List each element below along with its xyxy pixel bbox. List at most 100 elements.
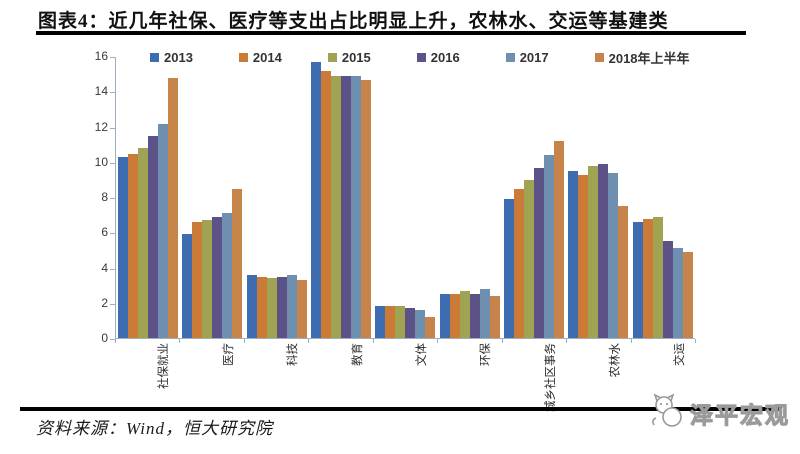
legend-swatch <box>594 53 604 62</box>
bar-2013-文体 <box>375 306 386 338</box>
bar-2015-城乡社区事务 <box>524 179 535 338</box>
legend-label: 2017 <box>519 50 549 65</box>
plot-area <box>115 57 695 339</box>
bar-2016-教育 <box>341 76 352 338</box>
legend-swatch <box>327 53 337 62</box>
y-tick-label: 6 <box>101 225 108 240</box>
bar-2017-医疗 <box>222 213 233 338</box>
y-tick-mark <box>110 162 115 164</box>
x-category-label: 城乡社区事务 <box>544 343 557 412</box>
bar-2017-教育 <box>351 76 362 338</box>
chart-legend: 2013 2014 2015 2016 2017 2018年上半年 <box>150 48 690 67</box>
bar-2014-环保 <box>449 294 460 338</box>
y-tick-mark <box>110 127 115 129</box>
y-tick-label: 16 <box>94 49 108 63</box>
bar-2018年上半年-科技 <box>296 280 307 338</box>
legend-item-2014: 2014 <box>238 50 282 65</box>
bar-group-医疗 <box>180 57 244 338</box>
bar-2017-城乡社区事务 <box>544 155 555 338</box>
x-tick-mark <box>115 339 116 343</box>
bar-2018年上半年-农林水 <box>618 206 629 338</box>
legend-item-2013: 2013 <box>150 50 193 65</box>
x-tick-mark <box>501 339 503 343</box>
x-tick-mark <box>179 339 181 343</box>
bar-2018年上半年-城乡社区事务 <box>554 141 565 338</box>
bar-2013-教育 <box>311 62 322 338</box>
x-tick-mark <box>630 339 632 343</box>
legend-label: 2014 <box>252 50 282 65</box>
bar-2014-文体 <box>385 306 396 338</box>
x-category-label: 医疗 <box>222 343 235 366</box>
bar-2014-医疗 <box>192 222 203 338</box>
bar-2013-农林水 <box>568 171 579 338</box>
cat-bubble-icon <box>648 390 688 435</box>
bar-2013-环保 <box>439 294 450 338</box>
y-tick-label: 0 <box>101 331 108 345</box>
logo-text: 泽平宏观 <box>690 401 790 428</box>
x-tick-mark <box>437 339 439 343</box>
bar-group-农林水 <box>566 57 630 338</box>
y-tick-mark <box>110 233 115 235</box>
bar-2014-农林水 <box>578 174 589 338</box>
bar-2013-医疗 <box>182 234 193 338</box>
bar-2017-交运 <box>672 248 683 338</box>
bar-2016-社保就业 <box>148 136 159 338</box>
bar-group-教育 <box>309 57 373 338</box>
bar-2016-文体 <box>405 308 416 338</box>
bar-2014-交运 <box>642 218 653 338</box>
bar-group-城乡社区事务 <box>502 57 566 338</box>
bar-2015-社保就业 <box>138 148 149 338</box>
y-tick-label: 4 <box>101 260 108 275</box>
bar-2015-环保 <box>459 290 470 338</box>
bar-2016-医疗 <box>212 216 223 338</box>
bar-2014-城乡社区事务 <box>514 188 525 338</box>
legend-label: 2015 <box>341 50 371 65</box>
legend-swatch <box>505 53 515 62</box>
bar-2013-科技 <box>246 274 257 338</box>
legend-swatch <box>150 53 159 62</box>
bar-2018年上半年-交运 <box>682 251 693 338</box>
y-tick-mark <box>110 198 115 199</box>
bar-2017-社保就业 <box>158 123 169 338</box>
x-category-label: 科技 <box>287 343 300 366</box>
bar-2017-环保 <box>479 288 490 338</box>
bar-group-交运 <box>631 57 695 338</box>
bar-2015-农林水 <box>588 165 599 338</box>
legend-label: 2016 <box>430 50 460 65</box>
bar-group-社保就业 <box>116 57 180 338</box>
bar-2013-社保就业 <box>118 157 129 338</box>
x-tick-mark <box>695 339 696 343</box>
bar-2013-城乡社区事务 <box>504 199 515 338</box>
x-tick-mark <box>566 339 568 343</box>
bar-2015-教育 <box>331 76 342 338</box>
x-category-label: 社保就业 <box>158 343 171 389</box>
x-category-label: 文体 <box>416 343 428 366</box>
bar-2018年上半年-环保 <box>489 295 500 338</box>
legend-swatch <box>238 53 248 62</box>
bar-2018年上半年-教育 <box>361 79 372 338</box>
bar-chart: 2013 2014 2015 2016 2017 2018年上半年 0 2 4 6 8 10 12 14… <box>0 38 800 412</box>
bar-2015-科技 <box>266 278 277 338</box>
figure-title: 图表4：近几年社保、医疗等支出占比明显上升，农林水、交运等基建类 <box>38 11 669 32</box>
y-tick-label: 2 <box>101 295 108 310</box>
x-category-label: 交运 <box>673 343 686 366</box>
legend-label: 2018年上半年 <box>608 51 690 66</box>
bar-2014-社保就业 <box>128 153 139 338</box>
bar-group-文体 <box>373 57 437 338</box>
x-category-label: 环保 <box>480 343 493 366</box>
x-category-label: 教育 <box>351 343 364 366</box>
legend-swatch <box>416 53 426 62</box>
legend-item-2018年上半年: 2018年上半年 <box>594 48 690 67</box>
y-tick-label: 12 <box>94 119 108 134</box>
bar-2016-交运 <box>662 241 673 338</box>
x-category-label: 农林水 <box>609 343 622 378</box>
bar-2015-医疗 <box>202 220 213 338</box>
y-tick-mark <box>110 268 115 270</box>
y-tick-mark <box>110 92 115 94</box>
y-tick-label: 8 <box>101 190 108 204</box>
x-tick-mark <box>372 339 374 343</box>
legend-item-2015: 2015 <box>327 50 371 65</box>
y-tick-mark <box>110 339 115 340</box>
bar-2018年上半年-社保就业 <box>168 78 179 338</box>
